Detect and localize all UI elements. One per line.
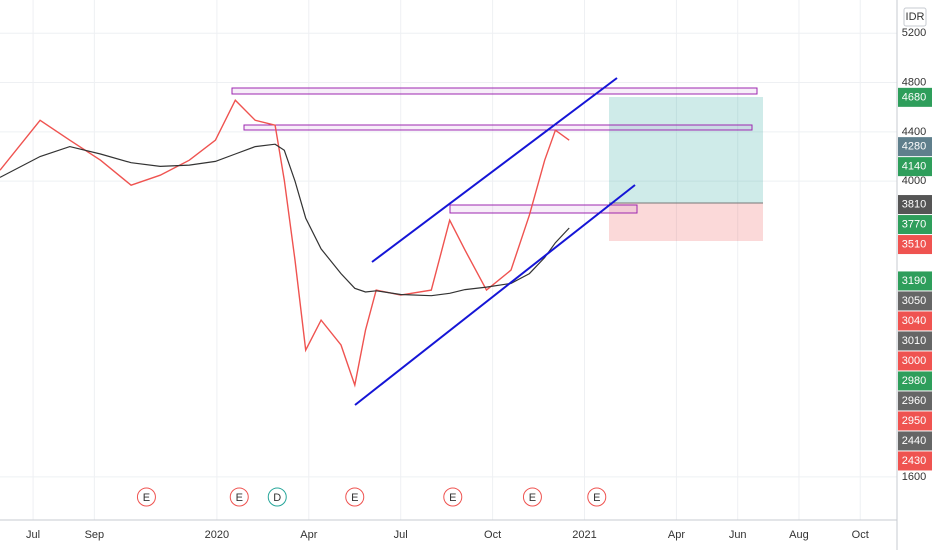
event-marker xyxy=(587,487,607,507)
price-label-bg xyxy=(898,371,932,391)
event-marker xyxy=(136,487,156,507)
event-label: E xyxy=(593,492,600,504)
x-tick-label: 2021 xyxy=(572,529,596,541)
event-label: E xyxy=(529,492,536,504)
event-marker xyxy=(345,487,365,507)
x-tick-label: Aug xyxy=(789,529,809,541)
event-marker xyxy=(229,487,249,507)
price-label-bg xyxy=(898,137,932,157)
price-label-bg xyxy=(898,291,932,311)
currency-badge xyxy=(903,7,927,27)
price-label: 4140 xyxy=(902,161,926,173)
loss-zone xyxy=(609,203,763,241)
event-label: E xyxy=(143,492,150,504)
support-zone xyxy=(449,204,638,214)
x-tick-label: Jul xyxy=(394,529,408,541)
price-label: 3000 xyxy=(902,355,926,367)
event-label: E xyxy=(351,492,358,504)
y-tick-label: 4400 xyxy=(902,126,926,138)
price-label: 3040 xyxy=(902,315,926,327)
event-label: E xyxy=(449,492,456,504)
x-tick-label: Apr xyxy=(668,529,685,541)
price-line xyxy=(0,143,570,297)
event-marker xyxy=(267,487,287,507)
price-label-bg xyxy=(898,331,932,351)
x-tick-label: Oct xyxy=(484,529,501,541)
price-label-bg xyxy=(898,431,932,451)
price-label-bg xyxy=(898,271,932,291)
price-label: 4280 xyxy=(902,141,926,153)
x-tick-label: Oct xyxy=(852,529,869,541)
price-label: 2980 xyxy=(902,375,926,387)
price-label-bg xyxy=(898,391,932,411)
price-label-bg xyxy=(898,411,932,431)
price-label: 3050 xyxy=(902,295,926,307)
price-label-bg xyxy=(898,235,932,255)
y-tick-label: 1600 xyxy=(902,471,926,483)
price-label-bg xyxy=(898,195,932,215)
price-label: 3010 xyxy=(902,335,926,347)
channel-lower xyxy=(354,184,636,406)
x-tick-label: Jul xyxy=(26,529,40,541)
price-label-bg xyxy=(898,451,932,471)
currency: IDR xyxy=(906,11,925,23)
y-tick-label: 5200 xyxy=(902,27,926,39)
price-label-bg xyxy=(898,311,932,331)
price-label-bg xyxy=(898,157,932,177)
event-marker xyxy=(443,487,463,507)
price-label: 2950 xyxy=(902,415,926,427)
grid xyxy=(0,0,897,520)
price-label: 2440 xyxy=(902,435,926,447)
resistance-zone xyxy=(231,87,758,95)
channel-upper xyxy=(371,77,618,263)
price-label: 4680 xyxy=(902,91,926,103)
price-line xyxy=(0,99,570,388)
x-tick-label: 2020 xyxy=(205,529,229,541)
price-label: 3770 xyxy=(902,218,926,230)
price-label-bg xyxy=(898,351,932,371)
x-tick-label: Apr xyxy=(300,529,317,541)
event-label: E xyxy=(236,492,243,504)
price-label-bg xyxy=(898,87,932,107)
x-tick-label: Jun xyxy=(729,529,747,541)
x-tick-label: Sep xyxy=(85,529,105,541)
price-label: 3190 xyxy=(902,275,926,287)
y-tick-label: 4000 xyxy=(902,175,926,187)
event-label: D xyxy=(273,492,281,504)
axis-labels: 1600 4000 4400 4800 5200 Jul Sep 2020 Apr Jul Oct 2… xyxy=(26,27,932,541)
event-marker xyxy=(522,487,542,507)
resistance-zone xyxy=(243,124,753,131)
y-tick-label: 4800 xyxy=(902,76,926,88)
price-label-bg xyxy=(898,215,932,235)
price-label: 3510 xyxy=(902,238,926,250)
price-label: 3810 xyxy=(902,198,926,210)
price-label: 2960 xyxy=(902,395,926,407)
price-label: 2430 xyxy=(902,455,926,467)
